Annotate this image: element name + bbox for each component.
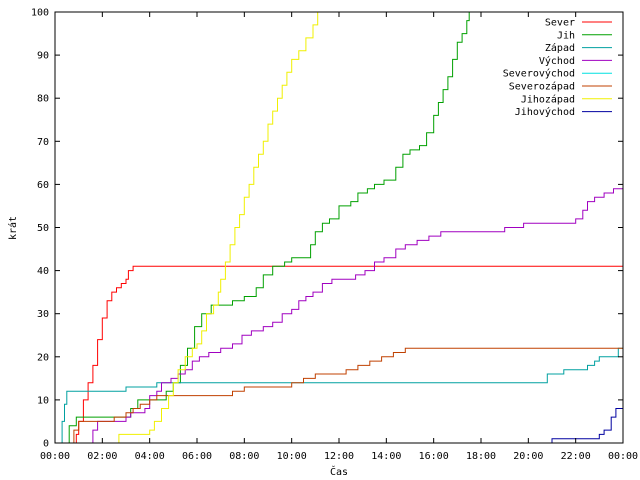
y-tick-label: 40 [37, 266, 49, 277]
y-tick-label: 90 [37, 51, 49, 62]
x-tick-label: 00:00 [608, 451, 638, 462]
legend-label-zapad: Západ [545, 42, 575, 54]
y-tick-label: 70 [37, 137, 49, 148]
legend-label-jihozapad: Jihozápad [521, 93, 575, 105]
x-tick-label: 04:00 [135, 451, 165, 462]
axis-ticks [54, 11, 624, 444]
x-tick-label: 10:00 [277, 451, 307, 462]
legend-label-jihovychod: Jihovýchod [515, 106, 575, 118]
y-axis-title: krát [7, 216, 19, 240]
y-tick-label: 100 [31, 8, 49, 19]
series-line-severozapad [71, 347, 623, 444]
legend-label-sever: Sever [545, 18, 575, 29]
y-tick-label: 0 [43, 439, 49, 450]
y-tick-label: 60 [37, 180, 49, 191]
x-tick-label: 16:00 [419, 451, 449, 462]
x-tick-label: 18:00 [466, 451, 496, 462]
x-tick-label: 00:00 [40, 451, 70, 462]
x-tick-label: 14:00 [371, 451, 401, 462]
legend: SeverJihZápadVýchodSeverovýchodSeverozáp… [503, 18, 612, 118]
series-line-jihovychod [547, 408, 623, 444]
series-line-sever [73, 265, 623, 444]
x-tick-label: 02:00 [87, 451, 117, 462]
y-tick-label: 30 [37, 309, 49, 320]
legend-label-severozapad: Severozápad [509, 81, 575, 93]
series-line-vychod [88, 188, 623, 444]
plot-lines [59, 12, 624, 444]
y-tick-label: 20 [37, 352, 49, 363]
y-tick-label: 10 [37, 395, 49, 406]
x-tick-label: 22:00 [561, 451, 591, 462]
legend-label-severovychod: Severovýchod [503, 68, 575, 80]
x-tick-label: 06:00 [182, 451, 212, 462]
legend-label-jih: Jih [557, 30, 575, 41]
x-axis-title: Čas [330, 465, 348, 478]
x-tick-label: 08:00 [229, 451, 259, 462]
x-tick-label: 12:00 [324, 451, 354, 462]
legend-label-vychod: Východ [539, 55, 575, 67]
x-tick-label: 20:00 [513, 451, 543, 462]
y-tick-label: 50 [37, 223, 49, 234]
y-tick-label: 80 [37, 94, 49, 105]
axis-tick-labels: 00:00 02:00 04:00 06:00 08:00 10:00 12:00 14:00… [31, 8, 638, 463]
series-line-zapad [59, 322, 624, 444]
series-line-jihozapad [116, 12, 319, 444]
